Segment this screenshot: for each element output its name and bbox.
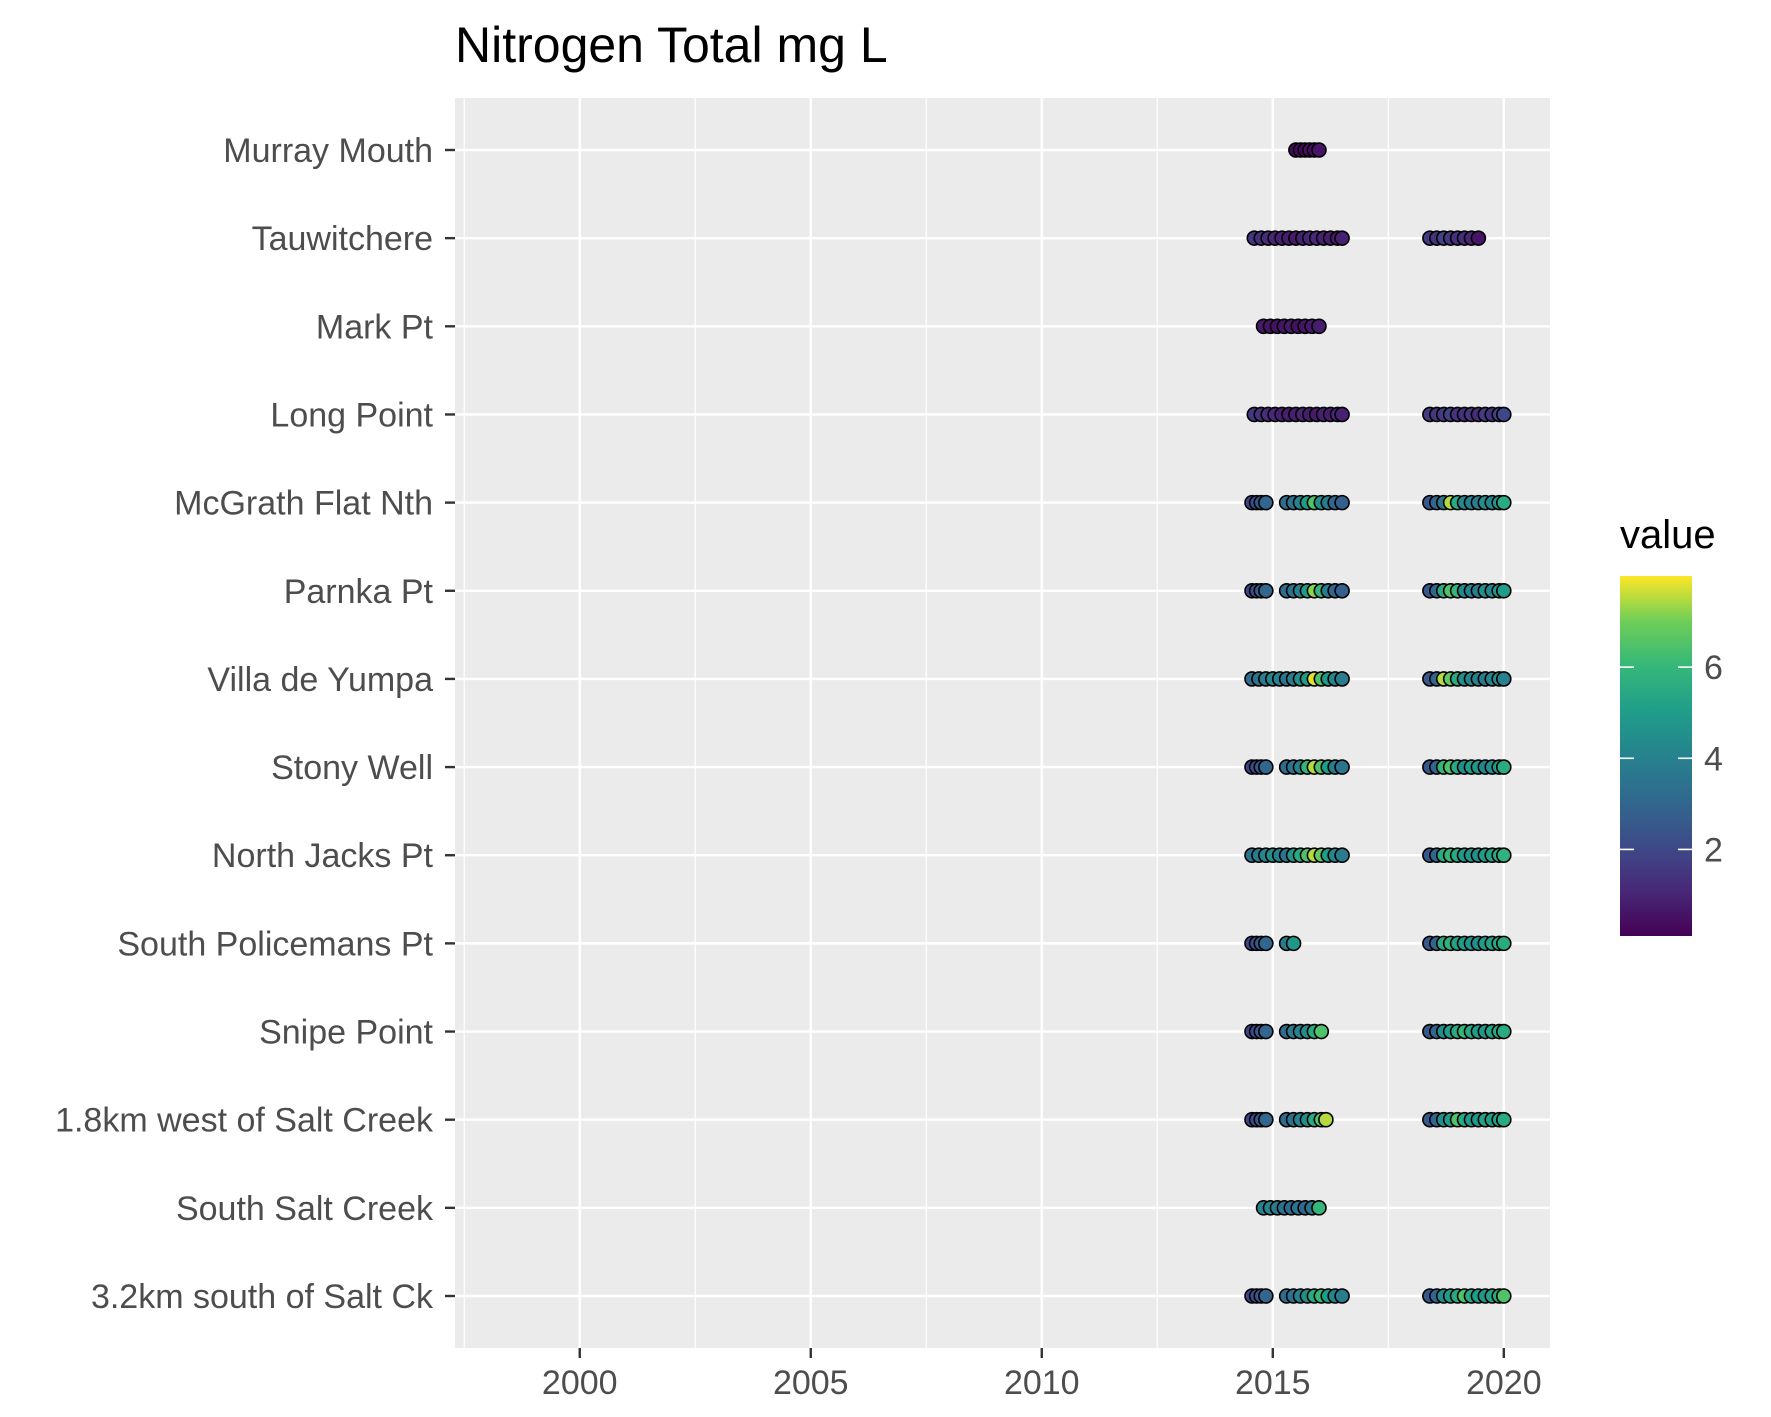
data-point bbox=[1495, 1023, 1512, 1040]
y-tick-label: Mark Pt bbox=[316, 308, 434, 346]
x-tick-label: 2015 bbox=[1235, 1364, 1311, 1402]
data-point bbox=[1495, 582, 1512, 599]
data-point bbox=[1495, 759, 1512, 775]
y-tick-label: North Jacks Pt bbox=[212, 837, 434, 875]
data-point bbox=[1334, 847, 1350, 864]
data-point bbox=[1470, 230, 1487, 246]
data-point bbox=[1311, 318, 1327, 335]
y-tick-label: Stony Well bbox=[271, 749, 433, 787]
x-tick-label: 2005 bbox=[773, 1364, 849, 1402]
data-point bbox=[1311, 1200, 1327, 1216]
data-point bbox=[1334, 406, 1350, 423]
data-point bbox=[1334, 759, 1350, 775]
data-point bbox=[1258, 1288, 1274, 1304]
y-tick-label: McGrath Flat Nth bbox=[174, 485, 433, 523]
data-point bbox=[1258, 582, 1274, 599]
data-point bbox=[1334, 494, 1350, 511]
data-point bbox=[1258, 494, 1274, 511]
data-point bbox=[1495, 671, 1512, 687]
data-point bbox=[1334, 1288, 1350, 1304]
y-tick-label: Villa de Yumpa bbox=[207, 661, 433, 699]
y-tick-label: Parnka Pt bbox=[284, 573, 434, 611]
colorbar-tick-label: 4 bbox=[1704, 740, 1723, 778]
y-tick-label: Snipe Point bbox=[259, 1014, 433, 1052]
colorbar bbox=[1620, 576, 1692, 936]
legend: value 2 4 6 bbox=[1620, 513, 1723, 936]
x-axis: 2000 2005 2010 2015 2020 bbox=[542, 1348, 1542, 1402]
data-point bbox=[1334, 230, 1350, 246]
y-tick-label: South Salt Creek bbox=[176, 1190, 434, 1228]
data-point bbox=[1258, 935, 1274, 952]
x-tick-label: 2020 bbox=[1466, 1364, 1542, 1402]
gridlines bbox=[455, 98, 1550, 1348]
colorbar-tick-label: 2 bbox=[1704, 831, 1723, 869]
data-point bbox=[1334, 582, 1350, 599]
data-point bbox=[1495, 406, 1512, 423]
data-point bbox=[1495, 494, 1512, 511]
y-tick-label: 3.2km south of Salt Ck bbox=[91, 1278, 434, 1316]
data-point bbox=[1285, 935, 1302, 952]
data-point bbox=[1495, 1111, 1512, 1128]
data-point bbox=[1311, 142, 1327, 158]
data-point bbox=[1258, 1111, 1274, 1128]
data-point bbox=[1258, 759, 1274, 775]
data-point bbox=[1313, 1023, 1330, 1040]
data-point bbox=[1495, 847, 1512, 864]
y-tick-label: 1.8km west of Salt Creek bbox=[55, 1102, 434, 1140]
colorbar-tick-label: 6 bbox=[1704, 649, 1723, 687]
y-tick-label: South Policemans Pt bbox=[117, 925, 433, 963]
y-tick-label: Tauwitchere bbox=[252, 220, 433, 258]
data-point bbox=[1318, 1111, 1334, 1128]
x-tick-label: 2000 bbox=[542, 1364, 618, 1402]
chart-title: Nitrogen Total mg L bbox=[455, 17, 888, 73]
y-axis: Murray Mouth Tauwitchere Mark Pt Long Point… bbox=[55, 132, 455, 1316]
y-tick-label: Long Point bbox=[270, 396, 433, 434]
data-point bbox=[1258, 1023, 1274, 1040]
colorbar-ticks: 2 4 6 bbox=[1620, 649, 1723, 869]
y-tick-label: Murray Mouth bbox=[223, 132, 433, 170]
plot-panel bbox=[455, 98, 1550, 1348]
data-point bbox=[1495, 1288, 1512, 1304]
data-point bbox=[1495, 935, 1512, 952]
x-tick-label: 2010 bbox=[1004, 1364, 1080, 1402]
legend-title: value bbox=[1620, 513, 1716, 557]
data-point bbox=[1334, 671, 1350, 687]
data-points bbox=[1244, 142, 1512, 1304]
